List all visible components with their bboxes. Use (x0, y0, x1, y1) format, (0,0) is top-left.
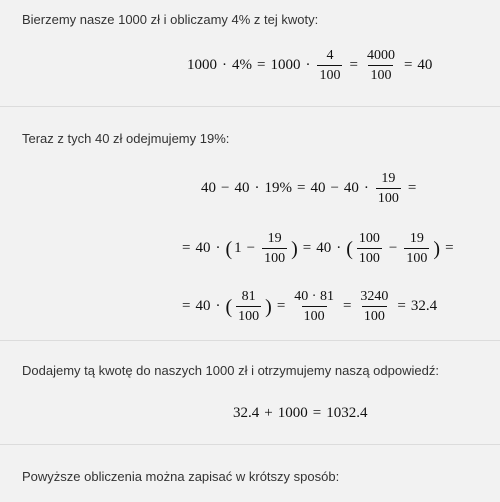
math-operator: · (215, 240, 221, 256)
math-term: 40 (201, 180, 216, 196)
math-operator: = (257, 57, 266, 73)
left-paren: ( (225, 295, 233, 318)
denominator: 100 (361, 306, 387, 324)
numerator: 100 (358, 231, 380, 246)
math-operator: · (363, 180, 369, 196)
math-term: 40 (316, 240, 332, 256)
math-operator: = (349, 57, 358, 73)
math-operator: = (312, 405, 322, 421)
math-operator: = (342, 298, 352, 314)
equation-subtract-line2: = 40 · ( 1 − 19 100 ) = 40 · ( 100 100 −… (178, 231, 458, 266)
numerator: 4 (326, 48, 334, 63)
denominator: 100 (404, 248, 430, 266)
math-operator: = (445, 240, 454, 256)
right-paren: ) (265, 295, 272, 318)
numerator: 19 (409, 231, 424, 246)
equation-subtract-line3: = 40 · ( 81 100 ) = 40 · 81 100 = 3240 1… (178, 289, 438, 324)
section-subtract-calc: Teraz z tych 40 zł odejmujemy 19%: 40 − … (0, 107, 500, 340)
math-term: 1000 (270, 57, 301, 73)
math-operator: = (397, 298, 406, 314)
subtract-text: Teraz z tych 40 zł odejmujemy 19%: (22, 131, 230, 146)
math-term: 1 (234, 240, 242, 256)
math-operator: · (336, 240, 342, 256)
denominator: 100 (356, 248, 382, 266)
denominator: 100 (262, 248, 288, 266)
math-term: 1000 (277, 405, 308, 421)
numerator: 40 · 81 (294, 289, 334, 304)
section-percent-calc: Bierzemy nasze 1000 zł i obliczamy 4% z … (0, 0, 500, 107)
math-operator: = (403, 57, 413, 73)
fraction: 4000 100 (365, 48, 397, 83)
math-operator: = (407, 180, 417, 196)
math-operator: · (215, 298, 221, 314)
numerator: 3240 (360, 289, 389, 304)
left-paren: ( (225, 237, 233, 260)
math-operator: = (276, 298, 286, 314)
math-operator: − (388, 240, 398, 256)
fraction: 100 100 (356, 231, 382, 266)
fraction: 19 100 (404, 231, 430, 266)
intro-text: Bierzemy nasze 1000 zł i obliczamy 4% z … (22, 12, 319, 27)
fraction: 81 100 (236, 289, 262, 324)
denominator: 100 (317, 65, 343, 83)
fraction: 40 · 81 100 (292, 289, 336, 324)
equation-subtract-line1: 40 − 40 · 19% = 40 − 40 · 19 100 = (200, 171, 420, 206)
math-term: 32.4 (233, 405, 260, 421)
math-term: 40 (234, 180, 250, 196)
fraction: 4 100 (317, 48, 343, 83)
math-operator: · (222, 57, 227, 73)
fraction: 19 100 (375, 171, 401, 206)
section-add-calc: Dodajemy tą kwotę do naszych 1000 zł i o… (0, 341, 500, 445)
math-term: 1000 (187, 57, 217, 73)
fraction: 19 100 (262, 231, 288, 266)
right-paren: ) (291, 237, 298, 260)
left-paren: ( (346, 237, 353, 260)
math-operator: = (182, 298, 191, 314)
section-short-form: Powyższe obliczenia można zapisać w krót… (0, 445, 500, 502)
numerator: 4000 (366, 48, 395, 63)
denominator: 100 (368, 65, 394, 83)
math-operator: − (330, 180, 339, 196)
math-term: 40 (195, 240, 211, 256)
math-operator: = (182, 240, 191, 256)
math-term: 40 (195, 298, 211, 314)
fraction: 3240 100 (358, 289, 390, 324)
math-term: 19% (264, 180, 292, 196)
numerator: 81 (241, 289, 256, 304)
denominator: 100 (375, 188, 401, 206)
math-term: 40 (310, 180, 326, 196)
denominator: 100 (236, 306, 262, 324)
right-paren: ) (433, 237, 441, 260)
numerator: 19 (381, 171, 396, 186)
math-operator: = (302, 240, 312, 256)
math-result: 32.4 (410, 298, 438, 314)
math-term: 40 (343, 180, 359, 196)
math-result: 1032.4 (326, 405, 368, 421)
math-operator: · (305, 57, 311, 73)
math-result: 40 (417, 57, 433, 73)
math-operator: − (246, 240, 256, 256)
numerator: 19 (267, 231, 282, 246)
short-form-text: Powyższe obliczenia można zapisać w krót… (22, 469, 340, 484)
math-operator: = (296, 180, 306, 196)
math-operator: + (264, 405, 273, 421)
section-divider (0, 340, 500, 341)
add-text: Dodajemy tą kwotę do naszych 1000 zł i o… (22, 363, 439, 378)
math-operator: · (254, 180, 260, 196)
equation-4-percent: 1000 · 4% = 1000 · 4 100 = 4000 100 = 40 (186, 48, 433, 83)
equation-final-sum: 32.4 + 1000 = 1032.4 (232, 405, 368, 422)
denominator: 100 (301, 306, 327, 324)
math-operator: − (221, 180, 230, 196)
math-term: 4% (232, 57, 252, 73)
